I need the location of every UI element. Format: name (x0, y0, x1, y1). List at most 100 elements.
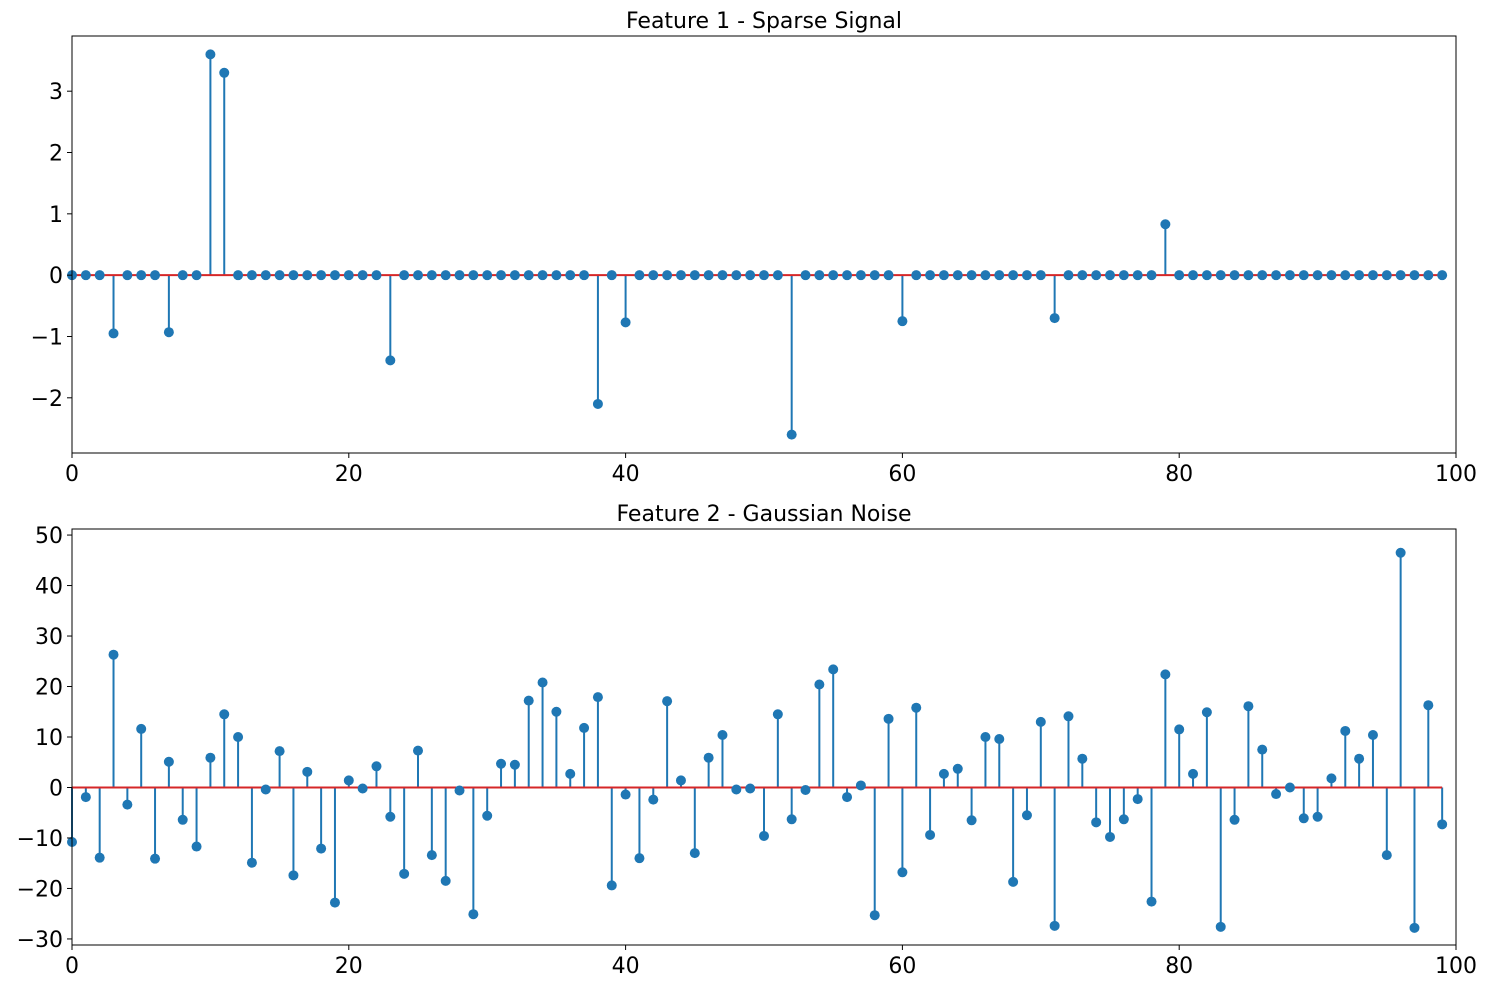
stem-marker (579, 270, 590, 281)
stem-marker (828, 270, 839, 281)
stem-marks (67, 547, 1448, 933)
stem-marker (1381, 850, 1392, 861)
stem-marker (1354, 753, 1365, 764)
stem-marker (1326, 270, 1337, 281)
stem-marker (1091, 270, 1102, 281)
stem-marker (94, 270, 105, 281)
stem-marker (1146, 896, 1157, 907)
stem-marker (1284, 270, 1295, 281)
stem-marker (994, 734, 1005, 745)
stem-marker (703, 752, 714, 763)
y-tick-label: 0 (49, 264, 63, 289)
y-tick-label: 3 (49, 80, 63, 105)
stem-marker (980, 270, 991, 281)
stem-marker (745, 783, 756, 794)
stem-marks (67, 49, 1448, 440)
stem-marker (1381, 270, 1392, 281)
stem-marker (385, 811, 396, 822)
stem-marker (1105, 831, 1115, 842)
stem-marker (759, 270, 769, 281)
stem-marker (551, 270, 562, 281)
axes-frame (71, 35, 1457, 454)
stem-marker (468, 909, 479, 920)
stem-marker (717, 729, 728, 740)
stem-marker (1201, 270, 1212, 281)
x-tick-label: 80 (1165, 462, 1193, 487)
stem-marker (1160, 219, 1171, 230)
stem-marker (675, 270, 686, 281)
stem-marker (1063, 270, 1074, 281)
x-tick-label: 20 (335, 954, 363, 979)
stem-marker (1298, 813, 1309, 824)
y-tick-label: 2 (49, 142, 63, 167)
stem-marker (1188, 270, 1199, 281)
stem-marker (523, 695, 534, 706)
y-axis-ticks: −30 −20 −10 0 10 20 30 40 50 (17, 524, 72, 953)
x-tick-label: 20 (335, 462, 363, 487)
x-tick-label: 80 (1165, 954, 1193, 979)
stem-marker (897, 867, 908, 878)
x-axis-ticks: 0 20 40 60 80 100 (65, 945, 1477, 979)
stem-marker (177, 814, 188, 825)
subplot-title: Feature 1 - Sparse Signal (626, 9, 902, 34)
stem-marker (509, 759, 520, 770)
stem-marker (883, 713, 894, 724)
stem-marker (1008, 876, 1019, 887)
x-tick-label: 40 (612, 954, 640, 979)
stem-marker (579, 722, 590, 733)
stem-marker (565, 270, 576, 281)
stem-marker (413, 270, 423, 281)
stem-marker (1395, 547, 1406, 558)
stem-marker (219, 67, 230, 78)
stem-marker (302, 270, 313, 281)
stem-marker (620, 317, 631, 328)
stem-marker (1340, 725, 1351, 736)
x-tick-label: 40 (612, 462, 640, 487)
stem-marker (952, 763, 963, 774)
stem-marker (316, 843, 327, 854)
stem-marker (938, 768, 949, 779)
y-tick-label: 1 (49, 203, 63, 228)
subplot-feature-2: Feature 2 - Gaussian Noise 0 20 40 60 80 100 … (17, 502, 1477, 979)
stem-marker (1243, 701, 1254, 712)
stem-marker (1257, 270, 1268, 281)
stem-marker (634, 853, 645, 864)
stem-marker (1077, 270, 1088, 281)
stem-marker (177, 270, 188, 281)
stem-marker (606, 270, 617, 281)
stem-marker (814, 270, 825, 281)
stem-marker (233, 270, 244, 281)
stem-marker (911, 702, 922, 713)
stem-marker (1423, 270, 1434, 281)
subplot-feature-1: Feature 1 - Sparse Signal 0 20 40 60 80 100 −… (31, 9, 1477, 487)
stem-marker (883, 270, 894, 281)
y-tick-label: 40 (35, 575, 63, 600)
stem-marker (1395, 270, 1406, 281)
y-tick-label: −30 (17, 928, 63, 953)
stem-marker (537, 270, 548, 281)
stem-marker (426, 270, 437, 281)
stem-marker (413, 745, 423, 756)
stem-marker (662, 696, 673, 707)
stem-marker (911, 270, 922, 281)
stem-marker (399, 868, 410, 879)
stem-marker (191, 270, 202, 281)
stem-marker (1243, 270, 1254, 281)
stem-marker (482, 810, 493, 821)
stem-marker (1437, 819, 1448, 830)
y-axis-ticks: −2 −1 0 1 2 3 (31, 80, 72, 412)
stem-marker (1188, 768, 1199, 779)
stem-marker (357, 270, 368, 281)
stem-marker (80, 270, 91, 281)
stem-marker (731, 270, 742, 281)
y-tick-label: 0 (49, 776, 63, 801)
stem-marker (385, 355, 396, 366)
stem-marker (592, 398, 603, 409)
stem-marker (648, 270, 659, 281)
stem-marker (1284, 782, 1295, 793)
stem-marker (108, 649, 119, 660)
stem-marker (786, 429, 797, 440)
stem-marker (1132, 794, 1143, 805)
stem-marker (565, 768, 576, 779)
stem-marker (150, 270, 161, 281)
